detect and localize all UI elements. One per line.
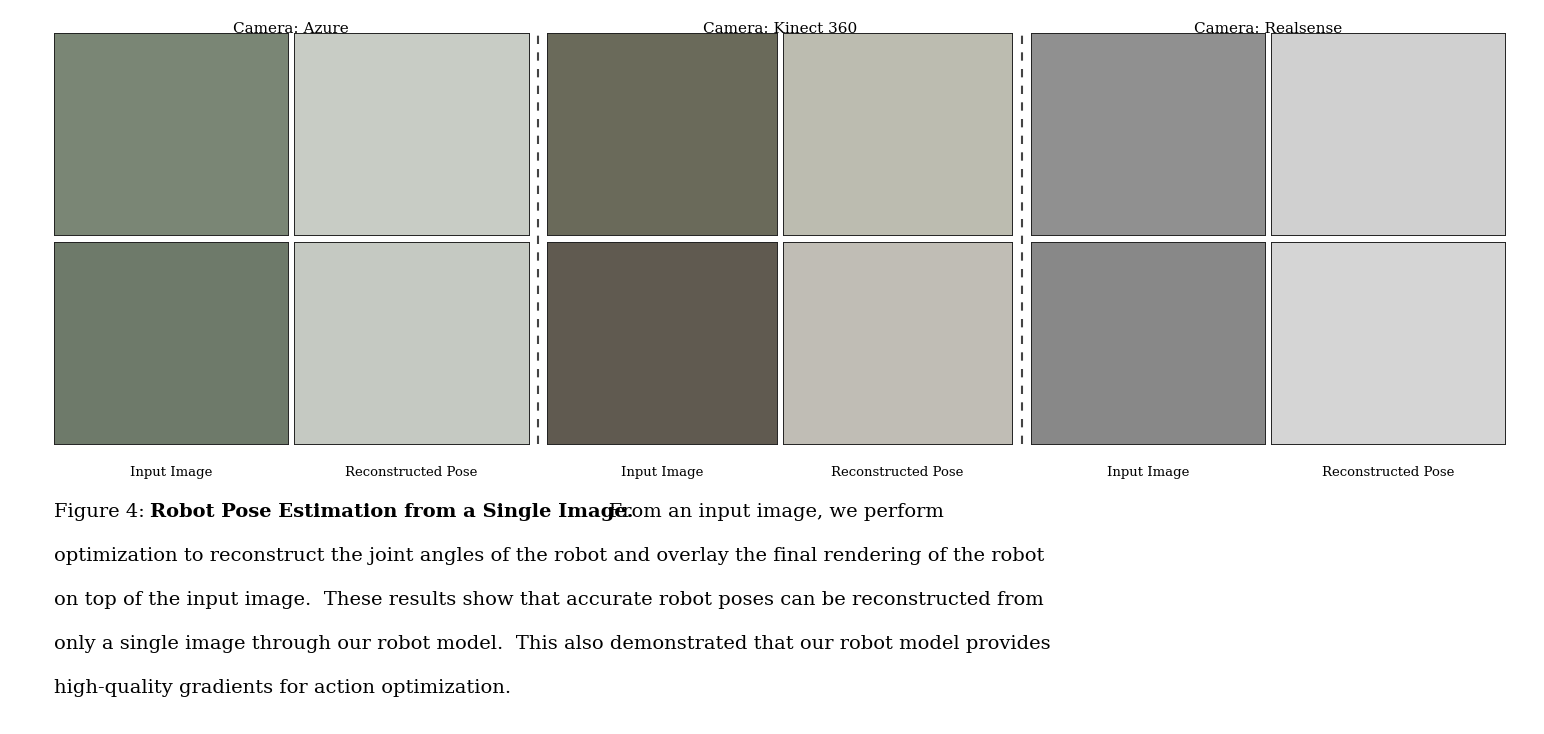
- Text: Reconstructed Pose: Reconstructed Pose: [346, 466, 477, 479]
- Text: only a single image through our robot model.  This also demonstrated that our ro: only a single image through our robot mo…: [54, 635, 1050, 653]
- Text: on top of the input image.  These results show that accurate robot poses can be : on top of the input image. These results…: [54, 591, 1044, 609]
- Text: From an input image, we perform: From an input image, we perform: [590, 503, 943, 521]
- Text: Camera: Kinect 360: Camera: Kinect 360: [703, 22, 857, 36]
- Text: Figure 4:: Figure 4:: [54, 503, 145, 521]
- Text: Camera: Azure: Camera: Azure: [233, 22, 349, 36]
- Text: Reconstructed Pose: Reconstructed Pose: [1322, 466, 1454, 479]
- Text: Reconstructed Pose: Reconstructed Pose: [831, 466, 963, 479]
- Text: optimization to reconstruct the joint angles of the robot and overlay the final : optimization to reconstruct the joint an…: [54, 547, 1044, 565]
- Text: Input Image: Input Image: [621, 466, 703, 479]
- Text: Robot Pose Estimation from a Single Image.: Robot Pose Estimation from a Single Imag…: [150, 503, 633, 521]
- Text: Camera: Realsense: Camera: Realsense: [1194, 22, 1342, 36]
- Text: Input Image: Input Image: [130, 466, 213, 479]
- Text: Input Image: Input Image: [1107, 466, 1189, 479]
- Text: high-quality gradients for action optimization.: high-quality gradients for action optimi…: [54, 679, 511, 697]
